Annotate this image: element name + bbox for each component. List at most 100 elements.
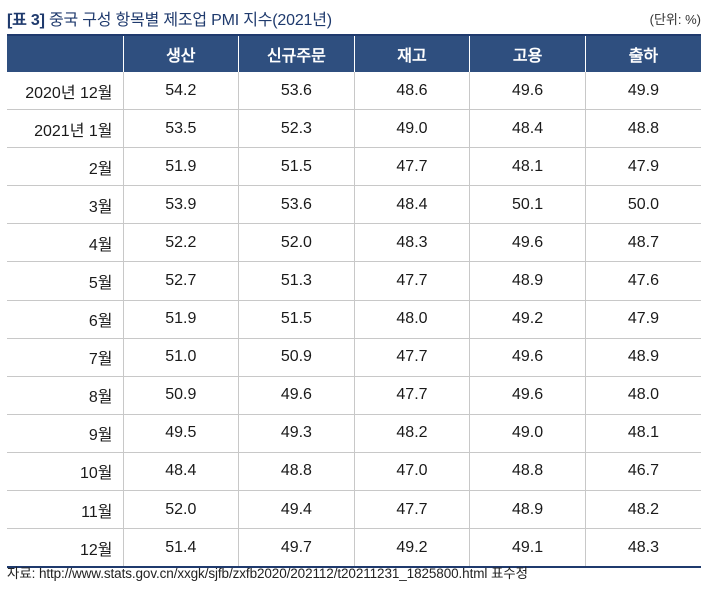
table-cell: 47.9 <box>584 299 701 339</box>
table-cell: 49.0 <box>469 413 586 453</box>
table-row: 4월 52.2 52.0 48.3 49.6 48.7 <box>7 223 701 262</box>
table-cell: 52.0 <box>122 490 239 529</box>
table-row: 3월 53.9 53.6 48.4 50.1 50.0 <box>7 185 701 224</box>
table-cell: 48.7 <box>584 223 701 262</box>
table-cell: 51.5 <box>238 299 355 339</box>
table-cell: 48.2 <box>353 413 470 453</box>
table-cell: 49.9 <box>584 72 701 110</box>
table-cell: 49.6 <box>469 72 586 110</box>
table-caption: [표 3] 중국 구성 항목별 제조업 PMI 지수(2021년) (단위: %… <box>7 4 701 30</box>
row-label: 11월 <box>7 490 123 529</box>
table-row: 7월 51.0 50.9 47.7 49.6 48.9 <box>7 337 701 377</box>
row-label: 2020년 12월 <box>25 84 113 102</box>
table-cell: 48.3 <box>584 528 701 568</box>
table-row: 6월 51.9 51.5 48.0 49.2 47.9 <box>7 299 701 339</box>
table-cell: 52.7 <box>122 261 239 301</box>
table-cell: 49.1 <box>469 528 586 568</box>
table-cell: 50.9 <box>122 375 239 415</box>
table-row: 11월 52.0 49.4 47.7 48.9 48.2 <box>7 490 701 529</box>
column-header: 생산 <box>122 35 239 72</box>
row-label: 3월 <box>7 185 123 224</box>
table-cell: 49.4 <box>238 490 355 529</box>
table-cell: 49.5 <box>122 413 239 453</box>
table-cell: 48.0 <box>584 375 701 415</box>
table-cell: 49.6 <box>238 375 355 415</box>
table-cell: 50.1 <box>469 185 586 224</box>
table-cell: 52.3 <box>238 109 355 148</box>
table-cell: 50.9 <box>238 337 355 377</box>
row-label: 5월 <box>7 261 123 301</box>
table-cell: 49.6 <box>469 223 586 262</box>
table-cell: 49.3 <box>238 413 355 453</box>
table-cell: 51.0 <box>122 337 239 377</box>
header-row: 생산 신규주문 재고 고용 출하 <box>7 35 701 72</box>
table-cell: 51.9 <box>122 299 239 339</box>
table-cell: 52.2 <box>122 223 239 262</box>
table-cell: 49.6 <box>469 337 586 377</box>
table-number: [표 3] <box>7 12 45 29</box>
table-cell: 47.0 <box>353 451 470 491</box>
table-cell: 46.7 <box>584 451 701 491</box>
table-cell: 48.4 <box>353 185 470 224</box>
table-cell: 48.1 <box>469 147 586 186</box>
table-cell: 48.2 <box>584 490 701 529</box>
table-title-text: 중국 구성 항목별 제조업 PMI 지수(2021년) <box>48 12 332 29</box>
column-header: 신규주문 <box>238 35 355 72</box>
table-cell: 47.7 <box>353 375 470 415</box>
table-cell: 48.9 <box>584 337 701 377</box>
column-header: 고용 <box>469 35 586 72</box>
table-cell: 52.0 <box>238 223 355 262</box>
pmi-table: 생산 신규주문 재고 고용 출하 2020년 12월 54.2 53.6 48.6 49.6 49… <box>7 34 701 569</box>
table-cell: 49.0 <box>353 109 470 148</box>
table-title: [표 3] 중국 구성 항목별 제조업 PMI 지수(2021년) <box>7 6 332 30</box>
row-label: 7월 <box>7 337 123 377</box>
row-label: 6월 <box>7 299 123 339</box>
table-cell: 47.7 <box>353 147 470 186</box>
table-cell: 51.9 <box>122 147 239 186</box>
table-cell: 48.8 <box>584 109 701 148</box>
table-cell: 48.4 <box>122 451 239 491</box>
table-row: 2월 51.9 51.5 47.7 48.1 47.9 <box>7 147 701 186</box>
table-row: 12월 51.4 49.7 49.2 49.1 48.3 <box>7 528 701 568</box>
row-label: 2021년 1월 <box>7 109 123 148</box>
table-cell: 51.5 <box>238 147 355 186</box>
row-label: 4월 <box>7 223 123 262</box>
table-cell: 48.9 <box>469 490 586 529</box>
column-header: 재고 <box>353 35 470 72</box>
table-cell: 48.1 <box>584 413 701 453</box>
unit-label: (단위: %) <box>649 12 701 27</box>
table-cell: 49.6 <box>469 375 586 415</box>
table-cell: 54.2 <box>122 72 239 110</box>
column-header: 출하 <box>584 35 701 72</box>
table-cell: 53.9 <box>122 185 239 224</box>
table-cell: 51.3 <box>238 261 355 301</box>
table-cell: 47.9 <box>584 147 701 186</box>
table-cell: 53.6 <box>238 72 355 110</box>
table-cell: 49.2 <box>469 299 586 339</box>
header-corner <box>7 35 123 72</box>
row-label: 10월 <box>7 451 123 491</box>
table-body: 2020년 12월 54.2 53.6 48.6 49.6 49.9 2021년 1월 53.… <box>7 72 701 568</box>
table-cell: 53.6 <box>238 185 355 224</box>
table-cell: 47.7 <box>353 261 470 301</box>
table-row: 5월 52.7 51.3 47.7 48.9 47.6 <box>7 261 701 301</box>
table-cell: 47.6 <box>584 261 701 301</box>
row-label: 2월 <box>7 147 123 186</box>
table-cell: 48.8 <box>238 451 355 491</box>
table-cell: 53.5 <box>122 109 239 148</box>
table-cell: 48.9 <box>469 261 586 301</box>
table-cell: 48.8 <box>469 451 586 491</box>
table-cell: 48.3 <box>353 223 470 262</box>
table-row: 2020년 12월 54.2 53.6 48.6 49.6 49.9 <box>7 72 701 110</box>
table-cell: 49.7 <box>238 528 355 568</box>
row-label: 12월 <box>7 528 123 568</box>
table-cell: 51.4 <box>122 528 239 568</box>
table-cell: 50.0 <box>584 185 701 224</box>
table-row: 10월 48.4 48.8 47.0 48.8 46.7 <box>7 451 701 491</box>
table-row: 8월 50.9 49.6 47.7 49.6 48.0 <box>7 375 701 415</box>
row-label: 9월 <box>7 413 123 453</box>
table-row: 9월 49.5 49.3 48.2 49.0 48.1 <box>7 413 701 453</box>
row-label: 8월 <box>7 375 123 415</box>
table-cell: 48.0 <box>353 299 470 339</box>
table-cell: 47.7 <box>353 490 470 529</box>
